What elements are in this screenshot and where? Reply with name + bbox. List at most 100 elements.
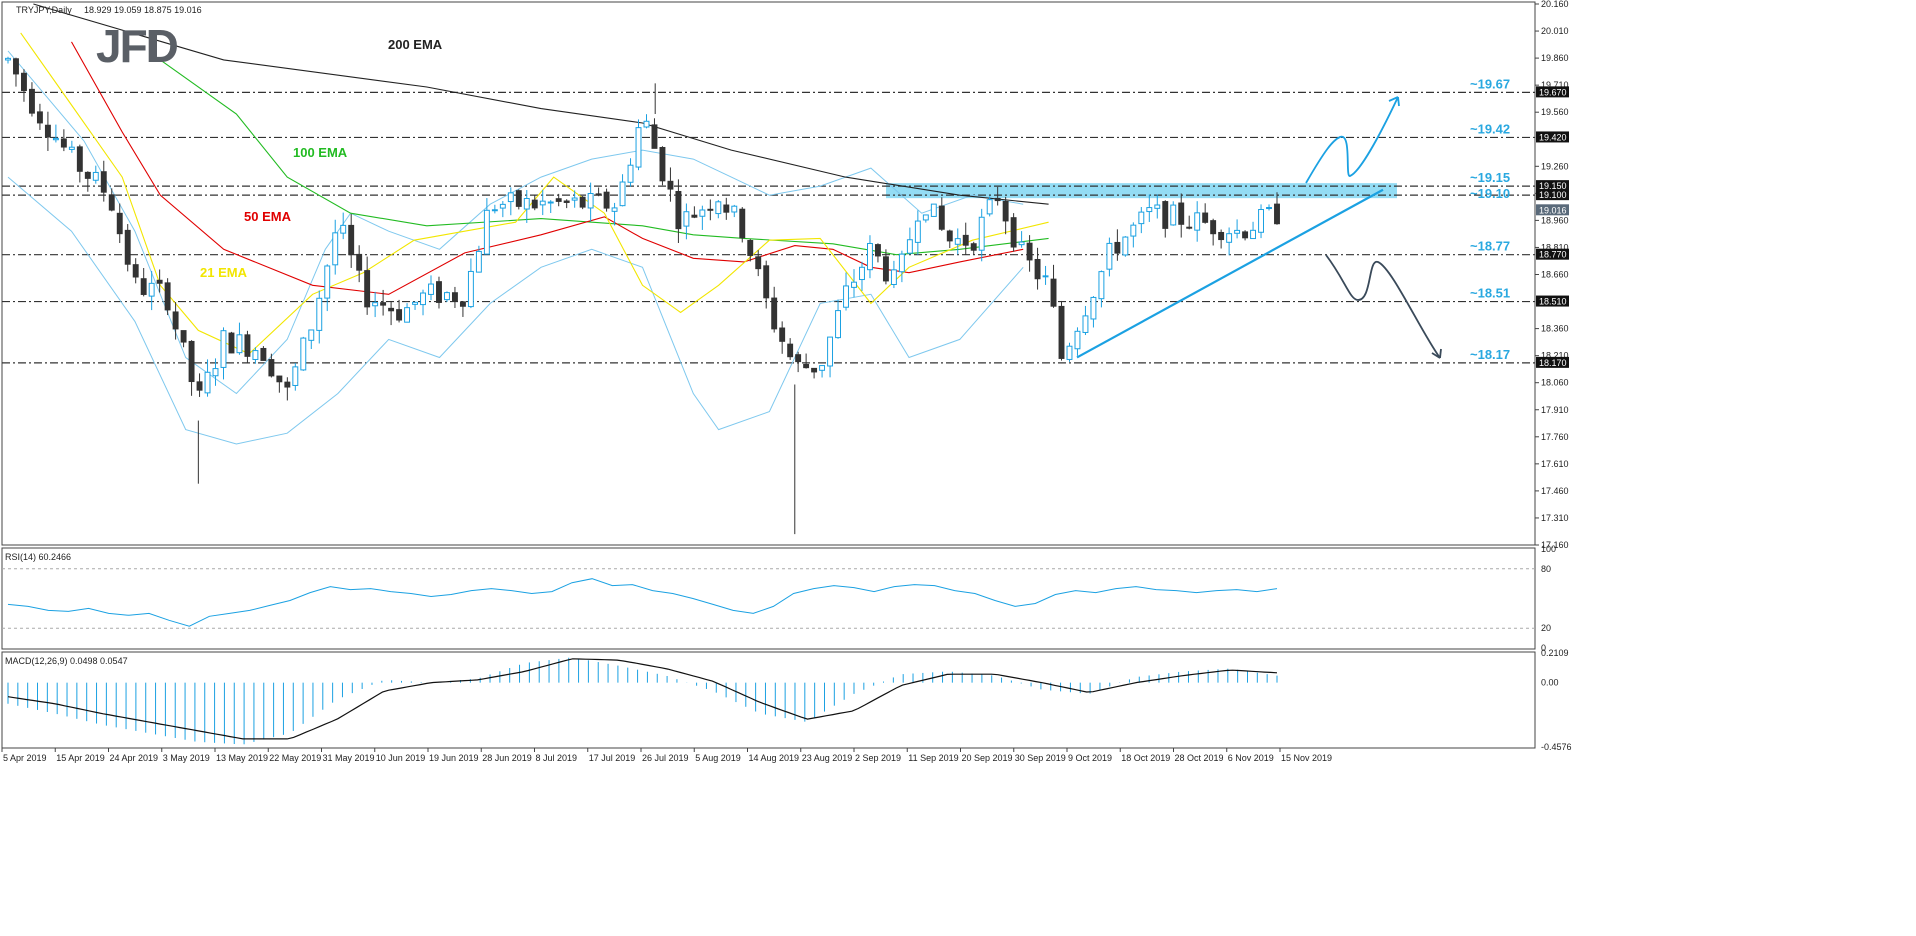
candle-body bbox=[372, 302, 379, 307]
candle-body bbox=[340, 224, 347, 234]
date-tick-label: 30 Sep 2019 bbox=[1015, 753, 1066, 763]
ema-label: 50 EMA bbox=[244, 209, 292, 224]
candle-body bbox=[611, 207, 618, 212]
rsi-panel-frame bbox=[1, 547, 1536, 650]
candle-body bbox=[244, 334, 251, 357]
candle-body bbox=[228, 332, 235, 354]
candle-body bbox=[627, 164, 634, 183]
candle-body bbox=[220, 330, 227, 368]
candle-body bbox=[444, 292, 450, 301]
candle-body bbox=[156, 279, 163, 284]
candle-body bbox=[1074, 330, 1081, 350]
price-panel-frame bbox=[1, 1, 1536, 546]
macd-tick-label: 0.2109 bbox=[1541, 648, 1569, 658]
jfd-logo-candle-mark bbox=[152, 30, 157, 60]
price-tick-label: 17.160 bbox=[1541, 540, 1569, 550]
candle-body bbox=[308, 329, 315, 341]
candle-body bbox=[204, 371, 211, 394]
candle-body bbox=[196, 381, 203, 391]
candle-body bbox=[451, 292, 458, 302]
candle-body bbox=[412, 301, 418, 305]
candle-body bbox=[21, 72, 27, 92]
rsi-line bbox=[7, 578, 1278, 627]
candle-body bbox=[1258, 209, 1264, 233]
candle-body bbox=[515, 190, 522, 207]
candle-body bbox=[667, 180, 674, 190]
candle-body bbox=[1058, 305, 1065, 359]
candle-body bbox=[970, 243, 977, 251]
candle-body bbox=[914, 220, 921, 243]
candle-body bbox=[1226, 233, 1233, 243]
candle-body bbox=[36, 111, 43, 124]
date-axis: 5 Apr 2019 15 Apr 2019 24 Apr 2019 3 May 20… bbox=[1, 748, 1332, 763]
date-tick-label: 2 Sep 2019 bbox=[855, 753, 901, 763]
candle-body bbox=[1218, 231, 1225, 241]
date-tick-label: 28 Jun 2019 bbox=[482, 753, 532, 763]
candle-body bbox=[555, 198, 562, 202]
candle-body bbox=[946, 230, 953, 242]
price-panel[interactable]: 20.160 20.010 19.860 19.710 19.560 19.260 19.1… bbox=[1, 0, 1569, 550]
candle-body bbox=[436, 281, 442, 303]
support-trendline bbox=[1076, 188, 1384, 359]
rsi-panel[interactable]: RSI(14) 60.2466 100 80 20 0 bbox=[1, 544, 1556, 653]
candle-body bbox=[316, 297, 323, 331]
macd-signal-line bbox=[7, 658, 1278, 740]
candle-body bbox=[579, 196, 586, 208]
candle-body bbox=[92, 171, 99, 181]
rsi-tick-label: 100 bbox=[1541, 544, 1556, 554]
price-tick-label: 20.010 bbox=[1541, 26, 1569, 36]
ema-line-100 bbox=[159, 59, 1049, 256]
jfd-logo: JFD bbox=[96, 20, 180, 72]
level-label: ~19.67 bbox=[1470, 76, 1510, 91]
macd-panel[interactable]: MACD(12,26,9) 0.0498 0.0547 0.2109 0.00 -0.… bbox=[1, 648, 1572, 752]
date-tick-label: 13 May 2019 bbox=[216, 753, 268, 763]
rsi-tick-label: 0 bbox=[1541, 643, 1546, 653]
candle-body bbox=[771, 297, 778, 330]
date-tick-label: 10 Jun 2019 bbox=[376, 753, 426, 763]
candle-body bbox=[954, 238, 961, 245]
price-tick-label: 17.910 bbox=[1541, 405, 1569, 415]
candle-body bbox=[1138, 211, 1145, 225]
candle-body bbox=[1090, 296, 1097, 320]
candle-body bbox=[962, 234, 969, 246]
date-tick-label: 20 Sep 2019 bbox=[962, 753, 1013, 763]
level-price-tag bbox=[1536, 86, 1569, 98]
candle-body bbox=[1034, 258, 1041, 280]
candle-body bbox=[1162, 201, 1169, 229]
date-tick-label: 15 Apr 2019 bbox=[56, 753, 105, 763]
candle-body bbox=[116, 212, 123, 235]
candle-body bbox=[755, 256, 762, 270]
candle-body bbox=[1026, 242, 1033, 261]
candle-body bbox=[691, 214, 698, 218]
candle-body bbox=[459, 301, 466, 307]
date-tick-label: 23 Aug 2019 bbox=[802, 753, 853, 763]
candle-body bbox=[252, 350, 259, 360]
date-tick-label: 26 Jul 2019 bbox=[642, 753, 689, 763]
price-tick-label: 17.310 bbox=[1541, 513, 1569, 523]
candle-body bbox=[1114, 241, 1121, 254]
price-tick-label: 17.610 bbox=[1541, 459, 1569, 469]
candle-body bbox=[1274, 203, 1280, 225]
price-tick-label: 19.560 bbox=[1541, 107, 1569, 117]
candle-body bbox=[571, 197, 578, 201]
candle-body bbox=[1042, 275, 1049, 278]
candle-body bbox=[595, 193, 602, 196]
candle-body bbox=[619, 181, 626, 207]
candle-body bbox=[994, 197, 1001, 202]
level-price-tag bbox=[1536, 295, 1569, 307]
date-tick-label: 3 May 2019 bbox=[163, 753, 210, 763]
candle-body bbox=[1170, 204, 1177, 226]
date-tick-label: 24 Apr 2019 bbox=[110, 753, 159, 763]
bearish-arrowhead bbox=[1431, 348, 1442, 359]
candle-body bbox=[260, 347, 267, 361]
macd-title: MACD(12,26,9) 0.0498 0.0547 bbox=[5, 656, 128, 666]
ema-line-200 bbox=[33, 3, 1049, 205]
candle-body bbox=[491, 209, 498, 212]
candle-body bbox=[723, 204, 730, 213]
candle-body bbox=[124, 229, 131, 265]
candle-body bbox=[420, 292, 426, 306]
level-label: ~19.10 bbox=[1470, 186, 1510, 201]
rsi-tick-label: 20 bbox=[1541, 623, 1551, 633]
candle-body bbox=[898, 253, 905, 273]
